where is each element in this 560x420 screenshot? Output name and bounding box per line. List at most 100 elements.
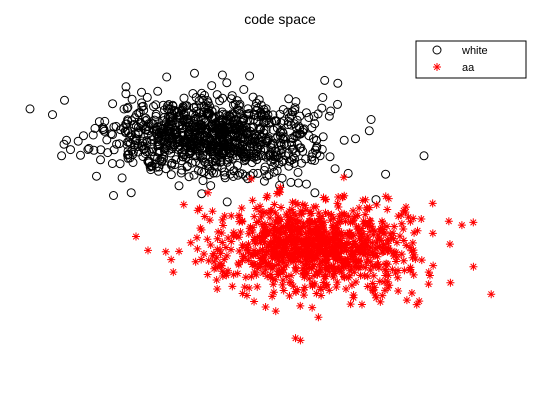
data-point-aa — [278, 246, 287, 255]
data-point-white — [222, 78, 232, 88]
data-point-aa — [342, 285, 351, 294]
data-point-white — [96, 155, 105, 165]
data-point-white — [235, 99, 245, 109]
data-point-white — [295, 143, 305, 153]
data-point-white — [148, 144, 158, 154]
data-point-aa — [391, 268, 400, 277]
data-point-aa — [361, 210, 370, 219]
data-point-aa — [212, 275, 221, 284]
data-point-aa — [278, 255, 287, 264]
data-point-white — [215, 125, 225, 135]
data-point-aa — [244, 229, 253, 238]
data-point-aa — [408, 253, 417, 262]
data-point-aa — [351, 239, 360, 248]
data-point-aa — [344, 212, 353, 221]
data-point-white — [171, 134, 181, 144]
data-point-aa — [337, 268, 346, 277]
data-point-aa — [247, 174, 256, 183]
data-point-white — [265, 151, 275, 161]
data-point-white — [156, 131, 166, 141]
data-point-white — [167, 158, 177, 168]
data-point-aa — [307, 264, 316, 273]
data-point-aa — [298, 257, 307, 266]
data-point-aa — [299, 219, 308, 228]
data-point-white — [219, 125, 229, 135]
data-point-aa — [378, 223, 387, 232]
data-point-aa — [445, 240, 454, 249]
data-point-aa — [383, 283, 392, 292]
data-point-white — [207, 81, 217, 91]
data-point-aa — [256, 238, 265, 247]
data-point-white — [249, 115, 259, 125]
data-point-aa — [377, 236, 386, 245]
data-point-aa — [262, 261, 271, 270]
data-point-aa — [359, 217, 368, 226]
data-point-aa — [337, 238, 346, 247]
data-point-aa — [348, 217, 357, 226]
data-point-aa — [383, 260, 392, 269]
data-point-aa — [417, 256, 426, 265]
data-point-white — [317, 103, 327, 113]
data-point-aa — [296, 301, 305, 310]
data-point-white — [226, 130, 236, 140]
data-point-aa — [276, 226, 285, 235]
data-point-aa — [346, 243, 355, 252]
data-point-white — [191, 144, 201, 154]
data-point-white — [245, 71, 255, 81]
data-point-white — [126, 188, 136, 198]
data-point-white — [170, 160, 180, 170]
data-point-aa — [372, 238, 381, 247]
data-point-aa — [227, 237, 236, 246]
data-point-aa — [259, 224, 268, 233]
data-point-white — [222, 197, 232, 207]
data-point-white — [121, 82, 131, 92]
data-point-aa — [311, 202, 320, 211]
data-point-white — [133, 147, 143, 157]
data-point-white — [287, 111, 296, 120]
data-point-aa — [340, 273, 349, 282]
data-point-aa — [296, 252, 305, 261]
data-point-aa — [392, 257, 401, 266]
data-point-aa — [296, 336, 305, 345]
data-point-aa — [354, 228, 363, 237]
data-point-aa — [325, 286, 334, 295]
data-point-white — [227, 91, 237, 101]
data-point-aa — [399, 236, 408, 245]
data-point-aa — [269, 245, 278, 254]
data-point-aa — [378, 219, 387, 228]
data-point-aa — [363, 282, 372, 291]
data-point-aa — [350, 213, 359, 222]
series-layer — [25, 68, 496, 345]
data-point-aa — [409, 270, 418, 279]
data-point-white — [179, 110, 189, 120]
data-point-aa — [337, 247, 346, 256]
data-point-aa — [298, 269, 307, 278]
data-point-white — [197, 189, 207, 199]
data-point-aa — [320, 272, 329, 281]
data-point-aa — [310, 217, 319, 226]
data-point-aa — [325, 267, 334, 276]
data-point-aa — [342, 238, 351, 247]
data-point-aa — [302, 260, 311, 269]
data-point-white — [200, 90, 209, 100]
data-point-aa — [300, 201, 309, 210]
data-point-white — [239, 113, 249, 123]
data-point-aa — [293, 200, 302, 209]
data-point-aa — [366, 217, 375, 226]
data-point-aa — [369, 251, 378, 260]
data-point-white — [259, 165, 269, 175]
data-point-aa — [303, 222, 312, 231]
data-point-white — [102, 135, 112, 145]
data-point-white — [79, 131, 88, 141]
data-point-aa — [299, 236, 308, 245]
data-point-white — [264, 170, 274, 180]
data-point-white — [195, 150, 205, 160]
data-point-white — [116, 125, 125, 135]
data-point-white — [315, 151, 325, 161]
data-point-aa — [326, 216, 335, 225]
data-point-white — [166, 148, 176, 158]
data-point-aa — [321, 208, 330, 217]
data-point-aa — [325, 243, 334, 252]
data-point-white — [212, 162, 222, 172]
legend: white aa — [415, 40, 527, 79]
